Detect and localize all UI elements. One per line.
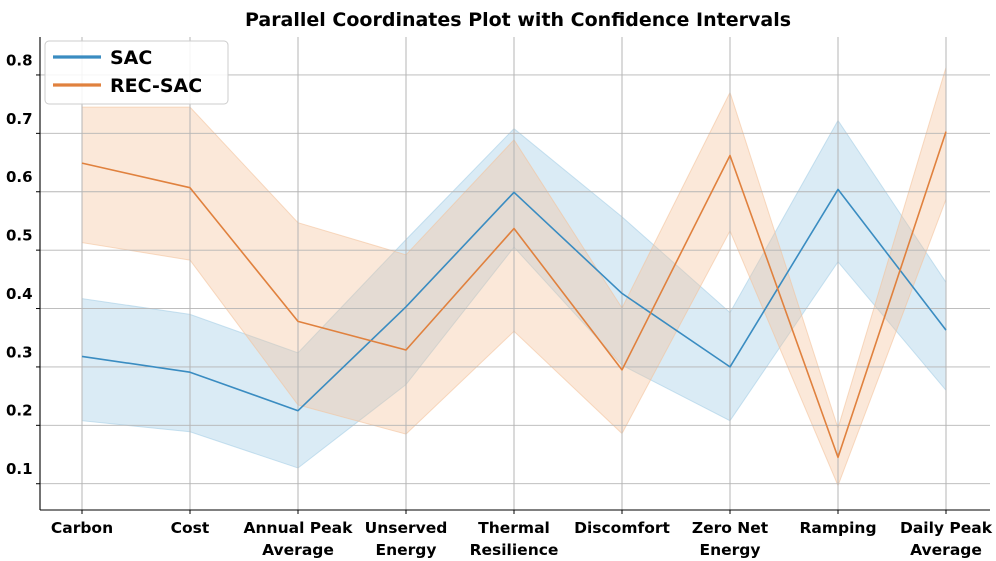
- y-tick-label: 0.8: [6, 51, 33, 69]
- y-tick-label: 0.6: [6, 168, 33, 186]
- series-lines: [81, 131, 947, 459]
- x-tick-label: Cost: [171, 519, 210, 537]
- chart-title: Parallel Coordinates Plot with Confidenc…: [245, 9, 791, 31]
- y-tick-label: 0.5: [6, 227, 33, 245]
- tick-labels: 0.1 0.2 0.3 0.4 0.5 0.6 0.7 0.8 Carbon Cost Annual…: [6, 51, 993, 559]
- x-tick-label-line: Zero Net: [692, 519, 769, 537]
- x-tick-label-line: Energy: [700, 541, 761, 559]
- x-tick-label-line: Cost: [171, 519, 210, 537]
- x-tick-label: Discomfort: [574, 519, 670, 537]
- y-tick-label: 0.2: [6, 402, 33, 420]
- x-tick-label: Carbon: [51, 519, 113, 537]
- x-tick-label-line: Discomfort: [574, 519, 670, 537]
- x-tick-label-line: Resilience: [470, 541, 559, 559]
- x-tick-label: Zero Net Energy: [692, 519, 769, 559]
- y-tick-label: 0.7: [6, 110, 33, 128]
- legend: SAC REC-SAC: [44, 40, 229, 105]
- x-tick-label: Annual Peak Average: [244, 519, 354, 559]
- y-tick-label: 0.3: [6, 343, 33, 361]
- x-tick-label-line: Daily Peak: [900, 519, 993, 537]
- line-sac: [81, 188, 947, 412]
- x-tick-label-line: Unserved: [365, 519, 448, 537]
- x-tick-label: Unserved Energy: [365, 519, 448, 559]
- x-tick-label: Daily Peak Average: [900, 519, 993, 559]
- x-tick-label-line: Average: [910, 541, 982, 559]
- x-tick-label-line: Ramping: [799, 519, 876, 537]
- x-tick-label: Thermal Resilience: [470, 519, 559, 559]
- x-tick-label-line: Carbon: [51, 519, 113, 537]
- plot-frame: [39, 37, 990, 511]
- x-tick-label-line: Annual Peak: [244, 519, 354, 537]
- x-tick-label-line: Energy: [376, 541, 437, 559]
- y-tick-label: 0.4: [6, 285, 33, 303]
- y-tick-label: 0.1: [6, 460, 33, 478]
- x-tick-label-line: Thermal: [478, 519, 550, 537]
- line-rec-sac: [81, 131, 947, 459]
- x-tick-label: Ramping: [799, 519, 876, 537]
- x-tick-label-line: Average: [262, 541, 334, 559]
- grid: [36, 37, 990, 514]
- legend-label-rec-sac: REC-SAC: [110, 75, 202, 97]
- legend-label-sac: SAC: [110, 47, 152, 69]
